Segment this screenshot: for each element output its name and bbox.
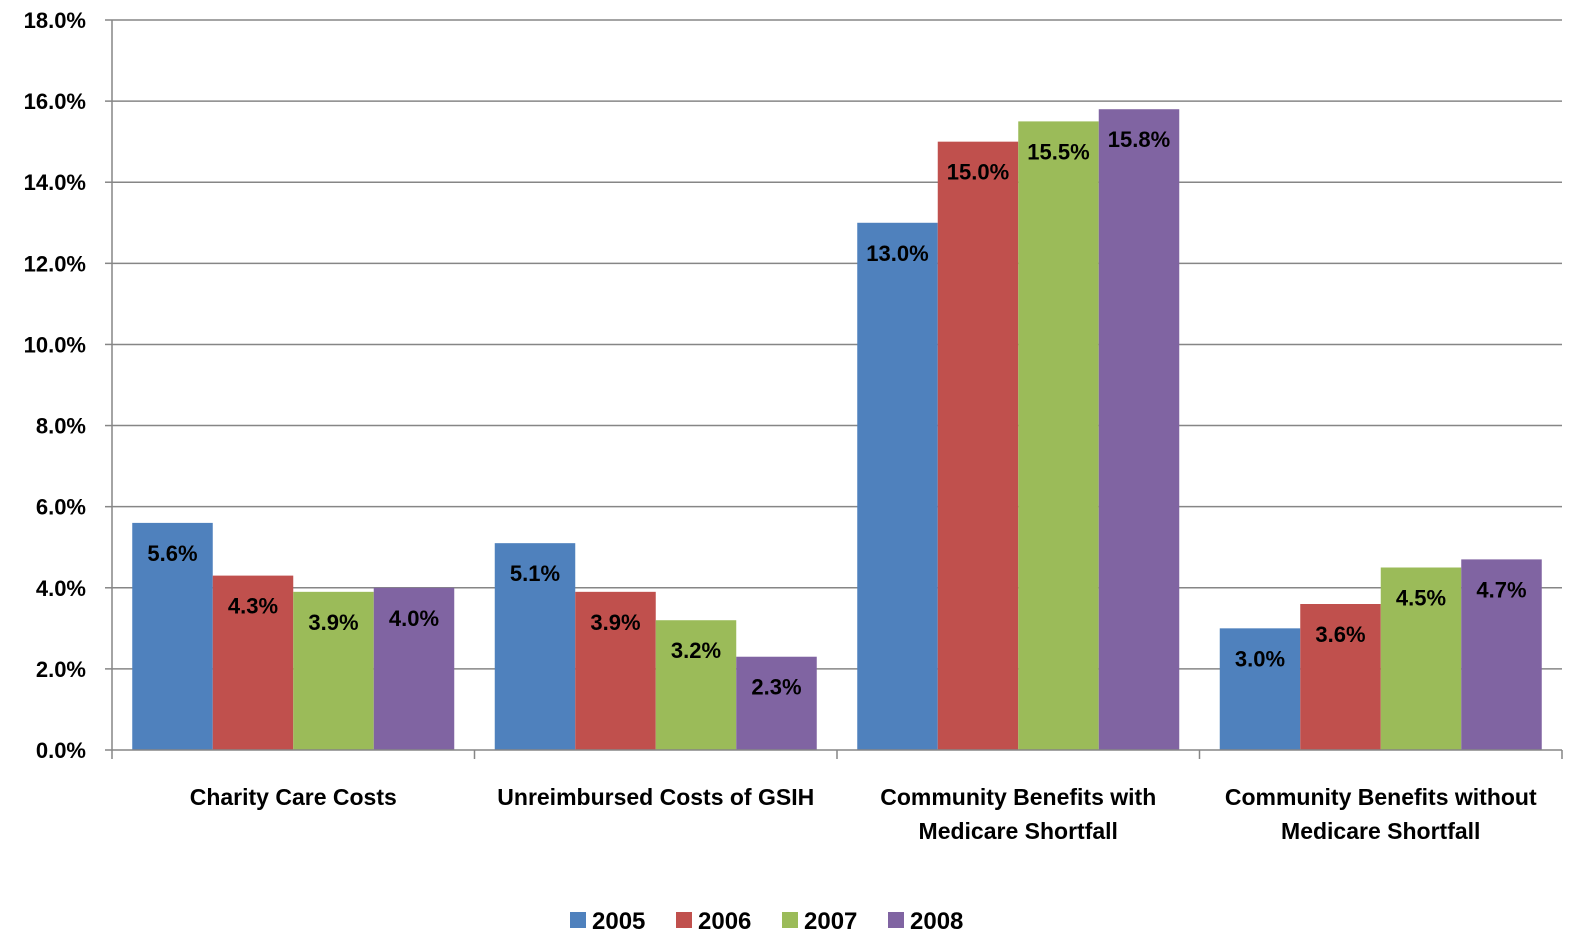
y-axis: 0.0% 2.0% 4.0% 6.0% 8.0% 10.0% 12.0% 14.0% 16.0%… <box>24 8 113 763</box>
bar-2006 <box>1300 604 1381 750</box>
bar-2008 <box>736 656 817 750</box>
data-label: 15.0% <box>947 160 1009 185</box>
data-label: 4.7% <box>1476 577 1526 602</box>
legend-label: 2007 <box>804 908 857 935</box>
y-tick-label: 4.0% <box>36 576 86 601</box>
bar-2005 <box>857 222 938 750</box>
x-category-label: Medicare Shortfall <box>1281 818 1480 844</box>
gridlines <box>112 19 1562 670</box>
legend-label: 2005 <box>592 908 645 935</box>
bar-2006 <box>212 575 294 750</box>
legend: 2005 2006 2007 2008 <box>570 908 963 935</box>
legend-swatch-2008 <box>888 912 904 928</box>
data-label: 5.1% <box>510 561 560 586</box>
bar-2006 <box>937 141 1019 750</box>
y-tick-label: 18.0% <box>24 8 86 33</box>
x-axis: Charity Care Costs Unreimbursed Costs of … <box>111 749 1563 844</box>
x-category-label: Unreimbursed Costs of GSIH <box>497 784 814 810</box>
bar-2008 <box>1098 109 1180 750</box>
y-tick-label: 6.0% <box>36 495 86 520</box>
bars <box>132 109 1542 750</box>
data-label: 4.3% <box>228 594 278 619</box>
legend-swatch-2006 <box>676 912 692 928</box>
y-tick-label: 10.0% <box>24 332 86 357</box>
bar-2005 <box>1219 628 1301 750</box>
y-tick-label: 0.0% <box>36 738 86 763</box>
data-label: 15.8% <box>1108 127 1170 152</box>
data-label: 15.5% <box>1027 139 1089 164</box>
bar-2007 <box>293 591 374 750</box>
bar-2005 <box>494 543 576 750</box>
data-label: 2.3% <box>751 675 801 700</box>
data-label: 4.0% <box>389 606 439 631</box>
y-tick-label: 12.0% <box>24 251 86 276</box>
data-label: 5.6% <box>147 541 197 566</box>
x-category-label: Medicare Shortfall <box>919 818 1118 844</box>
x-category-label: Community Benefits without <box>1225 784 1537 810</box>
bar-2007 <box>1018 121 1099 750</box>
x-category-label: Charity Care Costs <box>190 784 397 810</box>
bar-2007 <box>1380 567 1462 750</box>
data-label: 13.0% <box>866 241 928 266</box>
y-tick-label: 14.0% <box>24 170 86 195</box>
bar-2006 <box>575 591 656 750</box>
x-category-label: Community Benefits with <box>880 784 1156 810</box>
data-label: 3.6% <box>1315 622 1365 647</box>
y-tick-label: 8.0% <box>36 414 86 439</box>
data-label: 3.2% <box>671 638 721 663</box>
legend-swatch-2007 <box>782 912 798 928</box>
y-tick-label: 2.0% <box>36 657 86 682</box>
bar-2007 <box>655 620 737 750</box>
y-tick-label: 16.0% <box>24 89 86 114</box>
data-label: 3.9% <box>308 610 358 635</box>
data-labels: 5.6% 5.1% 13.0% 3.0% 4.3% 3.9% 15.0% 3.6% 3.9% 3.… <box>147 127 1526 700</box>
legend-label: 2006 <box>698 908 751 935</box>
bar-2005 <box>132 522 213 750</box>
legend-label: 2008 <box>910 908 963 935</box>
data-label: 4.5% <box>1396 586 1446 611</box>
data-label: 3.0% <box>1235 646 1285 671</box>
data-label: 3.9% <box>590 610 640 635</box>
bar-2008 <box>1461 559 1542 750</box>
bar-2008 <box>373 587 455 750</box>
legend-swatch-2005 <box>570 912 586 928</box>
